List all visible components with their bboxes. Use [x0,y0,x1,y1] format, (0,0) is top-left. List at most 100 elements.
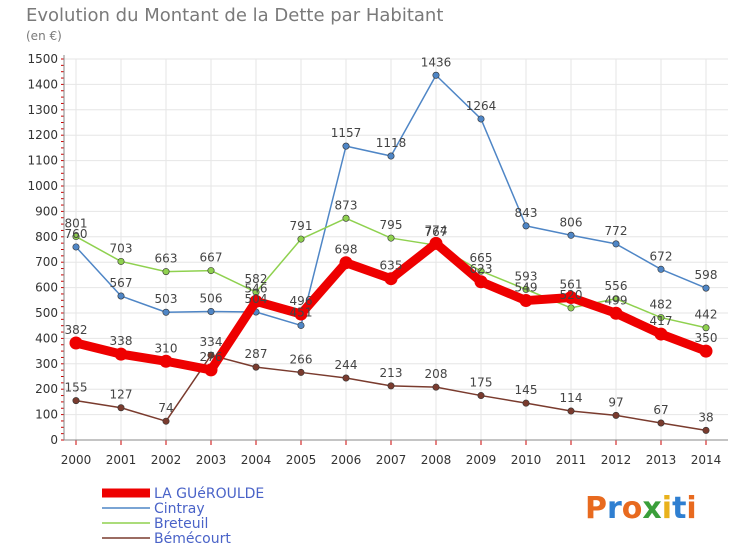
data-point-la-gu-roulde [204,363,218,377]
data-label-la-gu-roulde: 350 [695,331,718,345]
y-tick-label: 400 [35,331,58,345]
data-label-breteuil: 582 [245,272,268,286]
data-label-b-m-court: 97 [608,395,623,409]
data-label-la-gu-roulde: 635 [380,259,403,273]
y-tick-label: 0 [50,433,58,447]
y-tick-label: 300 [35,357,58,371]
data-point-cintray [387,152,395,160]
data-point-breteuil [612,295,620,303]
data-label-la-gu-roulde: 774 [425,223,448,237]
data-point-cintray [342,142,350,150]
x-tick-label: 2001 [106,453,137,467]
data-point-breteuil [387,234,395,242]
data-label-breteuil: 801 [65,217,88,231]
data-point-b-m-court [342,374,350,382]
data-label-la-gu-roulde: 546 [245,281,268,295]
data-point-la-gu-roulde [474,275,488,289]
chart-title: Evolution du Montant de la Dette par Hab… [26,5,443,26]
data-point-la-gu-roulde [339,256,353,270]
data-point-breteuil [297,235,305,243]
data-point-breteuil [477,267,485,275]
data-point-cintray [207,307,215,315]
data-label-la-gu-roulde: 310 [155,341,178,355]
data-point-b-m-court [207,351,215,359]
y-tick-label: 200 [35,382,58,396]
data-point-cintray [522,222,530,230]
data-label-b-m-court: 208 [425,367,448,381]
y-tick-label: 1500 [27,52,58,66]
data-point-cintray [162,308,170,316]
data-label-b-m-court: 334 [200,335,223,349]
x-tick-label: 2002 [151,453,182,467]
data-label-la-gu-roulde: 698 [335,243,358,257]
brand-logo: Proxiti [585,491,697,526]
data-point-la-gu-roulde [69,336,83,350]
data-label-breteuil: 667 [200,251,223,265]
data-label-cintray: 1118 [376,136,407,150]
axes: 0 100 200 300 400 500 600 700 800 900 1000 1100 1200… [27,52,728,467]
y-tick-label: 500 [35,306,58,320]
data-label-breteuil: 767 [425,225,448,239]
legend-label: Bémécourt [154,531,231,547]
chart-y-unit: (en €) [26,29,62,43]
data-point-b-m-court [567,407,575,415]
data-label-b-m-court: 67 [653,403,668,417]
data-point-la-gu-roulde [294,307,308,321]
data-label-breteuil: 795 [380,218,403,232]
data-label-breteuil: 593 [515,269,538,283]
data-point-b-m-court [432,383,440,391]
data-label-b-m-court: 266 [290,352,313,366]
data-point-la-gu-roulde [429,236,443,250]
x-tick-label: 2008 [421,453,452,467]
y-tick-label: 900 [35,204,58,218]
data-point-b-m-court [162,417,170,425]
data-point-la-gu-roulde [114,347,128,361]
y-tick-label: 600 [35,281,58,295]
data-label-cintray: 506 [200,291,223,305]
data-point-la-gu-roulde [384,272,398,286]
data-label-la-gu-roulde: 623 [470,262,493,276]
data-label-la-gu-roulde: 499 [605,293,628,307]
data-point-la-gu-roulde [249,294,263,308]
data-label-cintray: 451 [290,305,313,319]
data-label-cintray: 504 [245,292,268,306]
data-label-b-m-court: 145 [515,383,538,397]
x-tick-label: 2009 [466,453,497,467]
data-point-breteuil [567,304,575,312]
data-point-b-m-court [477,392,485,400]
y-tick-label: 1100 [27,154,58,168]
data-label-la-gu-roulde: 276 [200,350,223,364]
y-tick-label: 1300 [27,103,58,117]
data-point-cintray [702,284,710,292]
data-label-b-m-court: 244 [335,358,358,372]
brand-text: Proxiti [585,491,697,526]
data-label-cintray: 1264 [466,99,497,113]
data-point-cintray [297,321,305,329]
data-label-breteuil: 873 [335,198,358,212]
grid [64,58,728,441]
data-point-breteuil [162,268,170,276]
series-lines [69,71,713,434]
y-tick-label: 1000 [27,179,58,193]
x-tick-label: 2007 [376,453,407,467]
data-label-b-m-court: 175 [470,376,493,390]
y-tick-label: 1400 [27,77,58,91]
x-tick-label: 2010 [511,453,542,467]
data-point-b-m-court [612,411,620,419]
data-label-la-gu-roulde: 549 [515,281,538,295]
legend-label: Breteuil [154,516,208,532]
data-label-b-m-court: 155 [65,381,88,395]
data-point-b-m-court [522,399,530,407]
legend-label: Cintray [154,501,205,517]
y-tick-label: 700 [35,255,58,269]
data-point-la-gu-roulde [609,306,623,320]
data-label-la-gu-roulde: 338 [110,334,133,348]
data-label-cintray: 1436 [421,55,452,69]
data-point-b-m-court [657,419,665,427]
y-tick-label: 1200 [27,128,58,142]
data-label-cintray: 567 [110,276,133,290]
data-point-breteuil [72,233,80,241]
data-point-b-m-court [702,426,710,434]
data-label-breteuil: 482 [650,298,673,312]
